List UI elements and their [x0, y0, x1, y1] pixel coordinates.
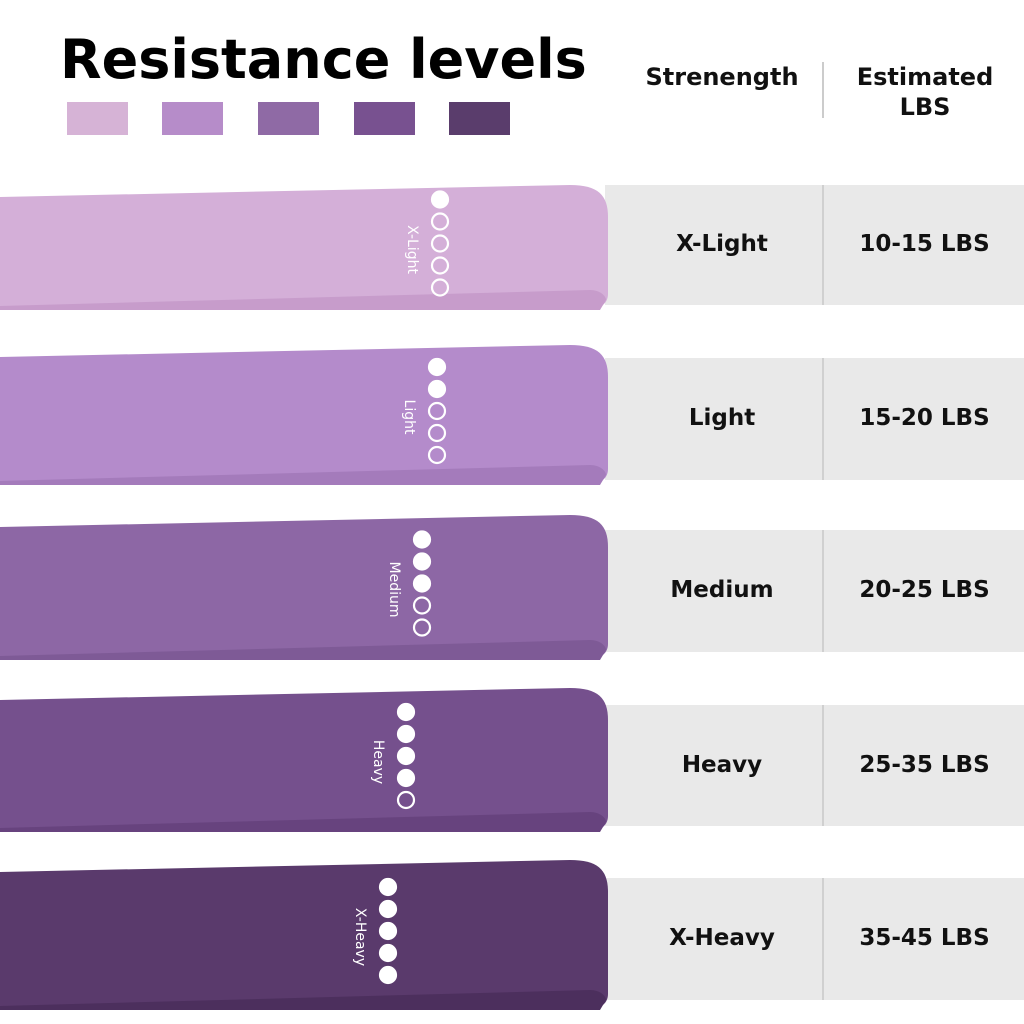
band-inner — [0, 465, 606, 485]
strength: Heavy — [681, 751, 763, 778]
level-dot — [378, 965, 398, 985]
band-inner — [0, 812, 606, 832]
level-dot — [430, 212, 450, 231]
table-cell-bg — [605, 358, 1024, 480]
band-inner — [0, 290, 606, 310]
table-cell-bg — [605, 185, 1024, 305]
lbs: 20-25 LBS — [859, 577, 990, 603]
band — [0, 860, 608, 1010]
band-inner — [0, 640, 606, 660]
level-dot — [427, 445, 447, 465]
level-dot — [430, 278, 450, 297]
column-header: Strenength — [645, 63, 799, 91]
level-dot — [427, 401, 447, 421]
band-label: Light — [401, 400, 417, 435]
band — [0, 688, 608, 832]
level-dot — [412, 552, 432, 571]
level-dot — [378, 899, 398, 919]
level-dot — [430, 234, 450, 253]
level-dot — [427, 357, 447, 377]
level-dot — [430, 190, 450, 209]
band — [0, 515, 608, 660]
level-dot — [378, 877, 398, 897]
level-dot — [412, 574, 432, 593]
table-cell-bg — [605, 878, 1024, 1000]
table-cell-bg — [605, 530, 1024, 652]
strength: Light — [688, 405, 756, 431]
column-header: Estimated LBS — [856, 63, 994, 121]
swatch — [354, 102, 415, 135]
table-cell-bg — [605, 705, 1024, 826]
level-dot — [412, 530, 432, 549]
swatch — [162, 102, 223, 135]
level-dot — [396, 702, 416, 722]
swatch — [258, 102, 319, 135]
level-dot — [378, 943, 398, 963]
level-dot — [396, 746, 416, 766]
level-dot — [412, 596, 432, 615]
strength: X-Heavy — [669, 925, 775, 951]
level-dot — [396, 790, 416, 810]
lbs: 10-15 LBS — [859, 231, 990, 257]
band — [0, 185, 608, 310]
strength: Medium — [670, 577, 774, 603]
level-dot — [427, 379, 447, 399]
swatch — [449, 102, 510, 135]
level-dot — [378, 921, 398, 941]
level-dot — [412, 618, 432, 637]
band-label: Heavy — [370, 740, 386, 784]
title: Resistance levels — [60, 28, 587, 91]
band-label: X-Light — [404, 225, 420, 274]
lbs: 15-20 LBS — [859, 405, 990, 431]
band-label: X-Heavy — [352, 908, 368, 966]
lbs: 35-45 LBS — [859, 925, 990, 951]
band-inner — [0, 990, 606, 1010]
strength: X-Light — [676, 231, 768, 257]
swatch — [67, 102, 128, 135]
level-dot — [396, 768, 416, 788]
band — [0, 345, 608, 485]
level-dot — [396, 724, 416, 744]
lbs: 25-35 LBS — [859, 751, 990, 778]
level-dot — [427, 423, 447, 443]
level-dot — [430, 256, 450, 275]
band-label: Medium — [386, 562, 402, 618]
